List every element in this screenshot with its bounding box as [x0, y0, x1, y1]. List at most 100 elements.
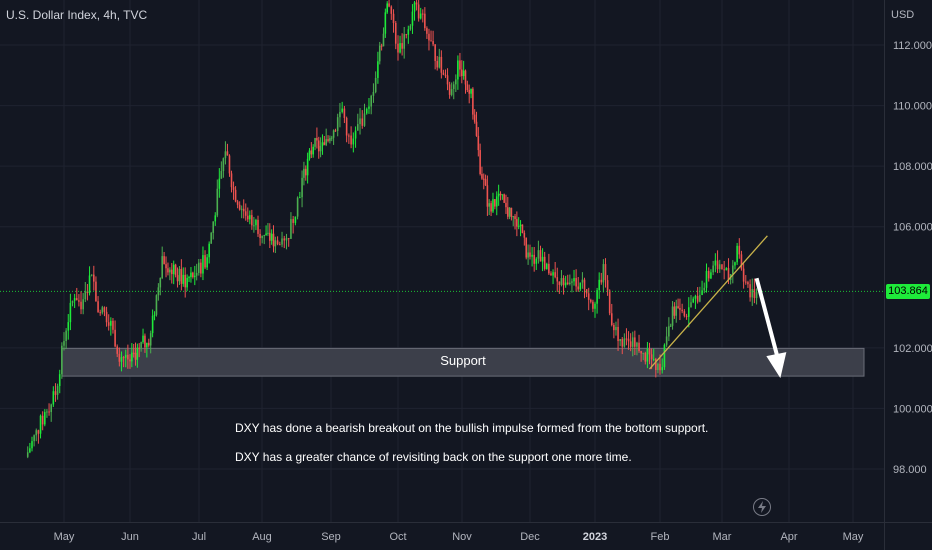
candle-body	[82, 299, 84, 310]
candle-body	[481, 174, 483, 179]
candle-body	[531, 254, 533, 257]
candle-body	[214, 215, 217, 222]
candle-body	[388, 3, 390, 7]
candle-body	[52, 391, 55, 405]
candle-body	[668, 326, 670, 337]
candle-body	[452, 84, 455, 90]
candle-body	[587, 293, 590, 300]
candle-body	[75, 298, 78, 301]
candle-body	[606, 280, 609, 291]
candle-body	[492, 199, 494, 212]
candle-body	[78, 300, 80, 302]
candle-body	[600, 279, 603, 283]
candle-body	[90, 274, 93, 276]
candle-body	[448, 84, 451, 95]
candle-body	[73, 298, 76, 301]
candle-body	[409, 25, 412, 30]
candle-body	[372, 91, 375, 96]
candle-body	[411, 11, 414, 26]
candle-body	[657, 363, 659, 371]
candle-body	[415, 2, 418, 5]
candle-body	[401, 43, 403, 49]
candle-body	[63, 341, 65, 346]
x-tick-label: Aug	[252, 531, 272, 543]
candle-body	[261, 235, 263, 239]
candle-body	[195, 272, 198, 276]
candle-body	[687, 307, 690, 317]
candle-body	[279, 244, 281, 246]
candle-body	[186, 277, 188, 288]
candle-body	[571, 281, 573, 283]
candle-body	[556, 277, 559, 282]
candle-body	[407, 29, 410, 35]
candle-body	[319, 145, 322, 152]
candle-body	[363, 113, 366, 126]
candle-body	[301, 177, 303, 198]
candle-body	[149, 333, 152, 346]
candle-body	[602, 264, 605, 283]
candle-body	[294, 216, 297, 223]
candle-body	[339, 111, 341, 118]
candle-body	[299, 197, 301, 199]
chart-title: U.S. Dollar Index, 4h, TVC	[6, 8, 148, 22]
candle-body	[497, 193, 500, 197]
candle-body	[430, 40, 432, 42]
candle-body	[283, 238, 286, 241]
candle-body	[440, 56, 443, 73]
x-tick-label: Sep	[321, 531, 341, 543]
candle-body	[655, 359, 657, 371]
lightning-icon[interactable]	[753, 498, 771, 516]
candle-body	[457, 60, 459, 80]
candle-body	[134, 352, 137, 360]
candle-body	[744, 281, 747, 283]
candle-body	[494, 199, 496, 207]
candle-body	[323, 142, 326, 145]
candle-body	[519, 224, 522, 227]
candle-body	[490, 203, 492, 212]
candle-body	[598, 279, 600, 291]
candle-body	[523, 233, 526, 238]
candle-body	[236, 201, 239, 205]
candle-body	[238, 204, 241, 210]
candle-body	[292, 219, 294, 223]
candle-body	[459, 60, 461, 70]
candle-body	[399, 43, 401, 53]
candle-body	[224, 151, 227, 159]
candle-body	[747, 282, 749, 285]
candle-body	[432, 41, 434, 45]
candle-body	[246, 215, 249, 220]
candle-body	[120, 357, 123, 362]
candle-body	[140, 342, 142, 348]
x-tick-label: Jul	[192, 531, 206, 543]
candle-body	[332, 130, 335, 138]
candle-body	[65, 330, 67, 342]
candle-body	[659, 363, 661, 371]
candle-body	[80, 301, 82, 310]
candle-body	[184, 274, 186, 288]
analysis-note-2: DXY has a greater chance of revisiting b…	[235, 450, 632, 464]
candle-body	[512, 216, 515, 218]
candle-body	[384, 12, 387, 34]
candle-body	[583, 279, 586, 290]
grid	[0, 0, 884, 522]
candle-body	[464, 70, 467, 85]
candle-body	[405, 34, 408, 36]
candle-body	[426, 28, 428, 34]
candle-body	[272, 233, 275, 247]
candle-body	[577, 286, 580, 290]
candle-body	[397, 43, 399, 53]
candle-body	[753, 289, 756, 298]
candle-body	[343, 108, 346, 118]
candle-body	[253, 225, 255, 227]
candle-body	[287, 238, 290, 240]
candle-body	[170, 269, 173, 275]
candle-body	[564, 282, 567, 286]
candle-body	[354, 130, 357, 139]
candle-body	[665, 336, 668, 345]
candle-body	[382, 33, 385, 47]
candle-body	[479, 150, 481, 175]
candle-body	[131, 352, 133, 362]
candle-body	[488, 203, 490, 207]
candle-body	[419, 13, 422, 19]
